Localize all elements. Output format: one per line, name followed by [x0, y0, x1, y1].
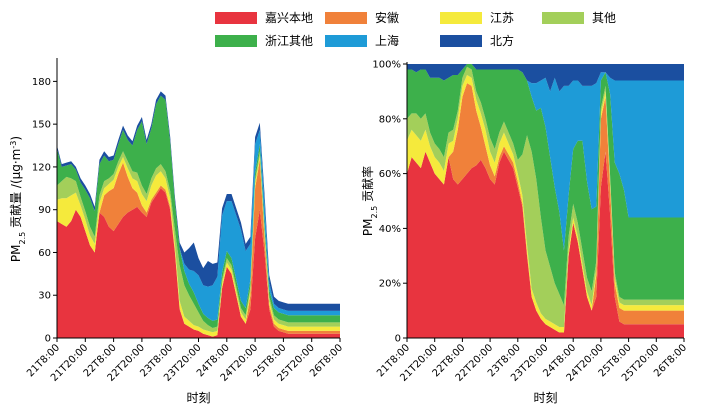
y-tick-label: 20%	[379, 279, 401, 290]
legend-item: 其他	[542, 11, 616, 25]
y-tick-label: 40%	[379, 224, 401, 235]
legend-swatch	[215, 35, 257, 47]
y-axis-title: PM2.5 贡献率	[360, 166, 379, 236]
y-axis-title-close: )	[9, 136, 23, 141]
y-axis-title-sub: 2.5	[370, 206, 379, 219]
x-axis-title: 时刻	[533, 391, 557, 405]
legend-swatch	[440, 12, 482, 24]
legend-item: 江苏	[440, 11, 514, 25]
y-axis-title-sub: 2.5	[18, 232, 27, 245]
area-series-6	[57, 95, 340, 321]
legend-item: 安徽	[325, 10, 399, 25]
area-series-1	[57, 188, 340, 338]
y-axis-title-sup: -3	[9, 141, 18, 149]
area-series-2	[57, 159, 340, 337]
y-tick-label: 60%	[379, 169, 401, 180]
legend-item: 嘉兴本地	[215, 11, 313, 25]
area-series-1	[407, 151, 684, 338]
x-axis-title: 时刻	[186, 391, 210, 405]
y-tick-label: 180	[32, 77, 51, 88]
y-axis-title: PM2.5 贡献量 /(μg·m-3)	[8, 136, 27, 262]
legend-label: 北方	[490, 33, 514, 48]
legend-swatch	[440, 35, 482, 47]
legend-label: 浙江其他	[265, 34, 313, 48]
y-tick-label: 60	[38, 248, 51, 259]
area-series-5	[57, 95, 340, 329]
area-layers	[57, 91, 340, 338]
area-layers	[407, 64, 684, 338]
y-axis-title-text: 贡献量 /(μg·m	[8, 149, 23, 232]
legend-item: 上海	[325, 33, 399, 48]
y-axis-title-base: PM	[361, 218, 375, 236]
legend-item: 浙江其他	[215, 34, 313, 48]
legend-label: 安徽	[375, 10, 399, 25]
y-axis-title-base: PM	[9, 244, 23, 262]
legend-swatch	[325, 12, 367, 24]
y-tick-label: 80%	[379, 114, 401, 125]
area-series-2	[407, 83, 684, 333]
y-tick-label: 90	[38, 205, 51, 216]
y-tick-label: 0	[395, 334, 401, 345]
area-series-6	[407, 64, 684, 251]
legend-swatch	[542, 12, 584, 24]
area-series-7	[57, 91, 340, 311]
area-series-5	[407, 64, 684, 306]
chart-contribution-amount: 030609012015018021T8:0021T20:0022T8:0022…	[8, 58, 345, 405]
area-series-4	[407, 66, 684, 328]
legend-swatch	[215, 12, 257, 24]
area-series-7	[407, 64, 684, 92]
legend-label: 嘉兴本地	[265, 11, 313, 25]
chart-contribution-rate: 020%40%60%80%100%21T8:0021T20:0022T8:002…	[360, 60, 689, 406]
legend-label: 其他	[592, 11, 616, 25]
y-tick-label: 120	[32, 162, 51, 173]
legend-item: 北方	[440, 33, 514, 48]
y-axis-title-text: 贡献率	[360, 166, 375, 206]
area-series-3	[407, 74, 684, 333]
y-tick-label: 0	[45, 334, 51, 345]
legend-label: 上海	[375, 33, 399, 48]
y-tick-label: 150	[32, 120, 51, 131]
y-tick-label: 100%	[372, 60, 401, 71]
y-tick-label: 30	[38, 291, 51, 302]
legend-swatch	[325, 35, 367, 47]
legend-label: 江苏	[490, 11, 514, 25]
